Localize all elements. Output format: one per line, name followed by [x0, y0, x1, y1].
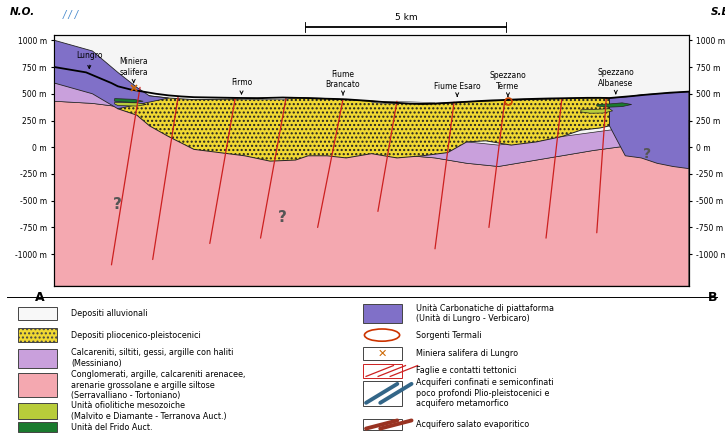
Text: Acquiferi confinati e semiconfinati
poco profondi Plio-pleistocenici e
acquifero: Acquiferi confinati e semiconfinati poco… [415, 378, 553, 408]
Text: ?: ? [113, 197, 123, 212]
Polygon shape [371, 101, 435, 104]
Text: Sorgenti Termali: Sorgenti Termali [415, 331, 481, 340]
Bar [18, 403, 57, 419]
Text: ?: ? [644, 147, 652, 161]
Text: Calcareniti, siltiti, gessi, argille con haliti
(Messiniano): Calcareniti, siltiti, gessi, argille con… [71, 348, 233, 368]
Text: ✕: ✕ [377, 348, 386, 358]
Text: A: A [36, 291, 45, 304]
Polygon shape [117, 93, 610, 161]
Text: Depositi pliocenico-pleistocenici: Depositi pliocenico-pleistocenici [71, 331, 201, 340]
Text: Miniera salifera di Lungro: Miniera salifera di Lungro [415, 349, 518, 358]
Text: S.E.: S.E. [710, 7, 725, 17]
Polygon shape [54, 101, 689, 286]
Text: / / /: / / / [62, 10, 78, 20]
Text: N.O.: N.O. [10, 7, 36, 17]
Bar [362, 419, 402, 430]
Text: Firmo: Firmo [231, 78, 252, 94]
Text: Unità ofiolitiche mesozoiche
(Malvito e Diamante - Terranova Auct.): Unità ofiolitiche mesozoiche (Malvito e … [71, 401, 227, 421]
Text: Unità Carbonatiche di piattaforma
(Unità di Lungro - Verbicaro): Unità Carbonatiche di piattaforma (Unità… [415, 304, 554, 323]
Polygon shape [610, 92, 689, 169]
Text: 5 km: 5 km [394, 14, 418, 22]
Text: Miniera
salifera: Miniera salifera [120, 57, 148, 83]
Polygon shape [115, 99, 143, 103]
Text: Unità del Frido Auct.: Unità del Frido Auct. [71, 423, 153, 432]
Text: Fiume Esaro: Fiume Esaro [434, 82, 481, 96]
Bar [18, 328, 57, 342]
Bar [18, 373, 57, 397]
Text: Depositi alluvionali: Depositi alluvionali [71, 309, 148, 318]
Polygon shape [54, 83, 689, 166]
Text: Spezzano
Albanese: Spezzano Albanese [597, 69, 634, 94]
Polygon shape [597, 103, 631, 107]
Text: Faglie e contatti tettonici: Faglie e contatti tettonici [415, 367, 516, 375]
Polygon shape [115, 102, 146, 106]
Polygon shape [581, 109, 613, 113]
Bar [18, 423, 57, 432]
Text: Spezzano
Terme: Spezzano Terme [489, 71, 526, 96]
Text: ?: ? [278, 210, 287, 225]
Text: Lungro: Lungro [76, 51, 102, 69]
Bar [362, 347, 402, 360]
Bar [18, 307, 57, 320]
Text: Conglomerati, argille, calcareniti arenacee,
arenarie grossolane e argille silto: Conglomerati, argille, calcareniti arena… [71, 370, 246, 400]
Text: Fiume
Brancato: Fiume Brancato [326, 70, 360, 95]
Polygon shape [232, 97, 296, 100]
Polygon shape [54, 40, 168, 109]
Bar [362, 304, 402, 323]
Bar [362, 381, 402, 406]
Bar [18, 349, 57, 368]
Text: Acquifero salato evaporitico: Acquifero salato evaporitico [415, 420, 529, 429]
Bar [362, 364, 402, 378]
Text: B: B [708, 291, 717, 304]
